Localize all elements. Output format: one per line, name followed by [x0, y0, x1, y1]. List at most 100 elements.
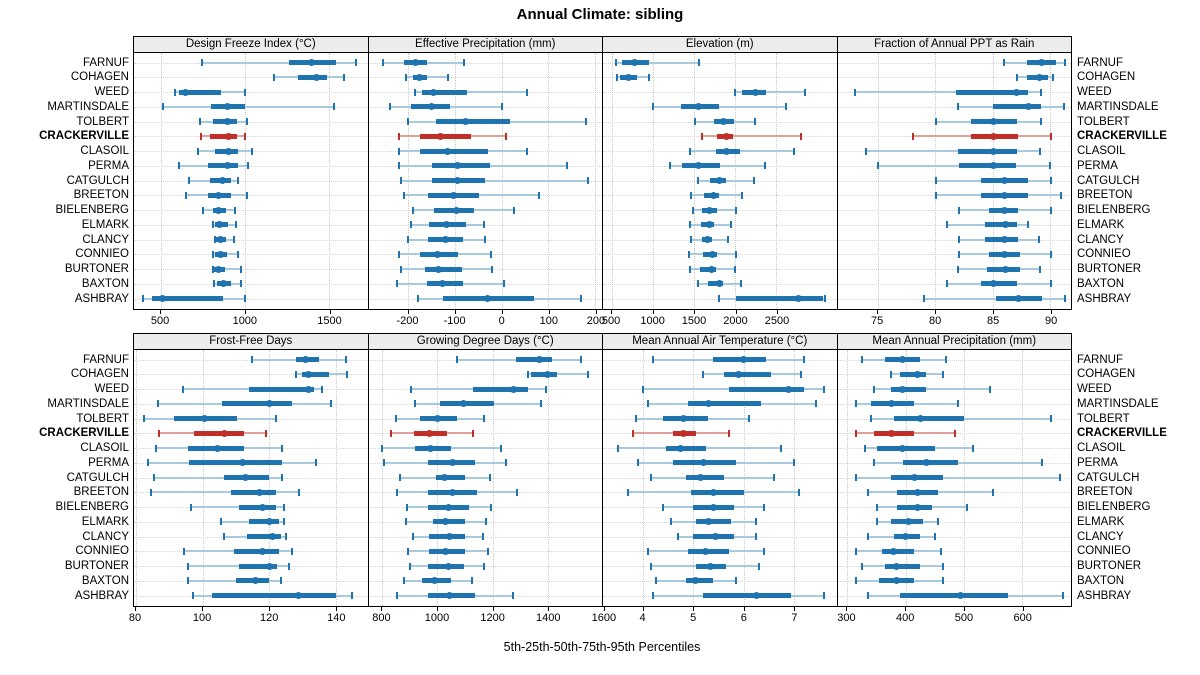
station-label-right-burtoner: BURTONER	[1077, 263, 1142, 275]
range-25-75-clasoil	[665, 445, 706, 451]
station-label-left-connieo: CONNIEO	[75, 545, 129, 558]
tick-mark-1000	[652, 310, 654, 314]
whisker-cap-95th	[945, 356, 948, 363]
range-25-75-weed	[422, 89, 467, 95]
whisker-cap-5th	[957, 103, 960, 111]
station-label-right-perma: PERMA	[1077, 159, 1118, 172]
station-label-left-bielenberg: BIELENBERG	[55, 204, 130, 216]
panel-header-growing-degree-days-c: Growing Degree Days (°C)	[367, 333, 603, 350]
median-dot-baxton	[990, 280, 998, 288]
whisker-5-95-catgulch	[856, 476, 1060, 479]
gridline-row	[837, 566, 1071, 567]
whisker-cap-95th	[989, 385, 992, 393]
whisker-cap-5th	[717, 295, 720, 302]
whisker-cap-95th	[1037, 236, 1040, 243]
whisker-cap-95th	[288, 562, 290, 570]
whisker-cap-95th	[500, 103, 503, 111]
whisker-cap-95th	[487, 547, 490, 555]
whisker-cap-95th	[586, 177, 589, 184]
figure-title: Annual Climate: sibling	[516, 6, 684, 23]
median-dot-cohagen	[305, 370, 313, 378]
whisker-cap-95th	[579, 295, 582, 302]
whisker-cap-95th	[470, 577, 473, 585]
whisker-cap-5th	[146, 459, 149, 467]
median-dot-connieo	[258, 547, 266, 555]
tick-mark-7	[794, 607, 796, 611]
tick-label-85: 85	[986, 315, 1000, 327]
whisker-cap-5th	[416, 295, 419, 302]
median-dot-breeton	[449, 191, 457, 199]
station-label-left-ashbray: ASHBRAY	[74, 589, 129, 602]
median-dot-martinsdale	[704, 400, 712, 408]
station-label-right-baxton: BAXTON	[1077, 574, 1125, 587]
median-dot-connieo	[1000, 250, 1008, 258]
gridline-row	[134, 77, 368, 79]
panel-header-effective-precipitation-mm: Effective Precipitation (mm)	[367, 36, 603, 53]
whisker-cap-95th	[784, 103, 787, 111]
median-dot-baxton	[692, 577, 700, 585]
whisker-cap-95th	[762, 547, 765, 555]
whisker-cap-5th	[662, 503, 665, 511]
station-label-left-crackerville: CRACKERVILLE	[39, 130, 129, 143]
whisker-cap-95th	[942, 370, 945, 378]
whisker-cap-95th	[344, 356, 347, 363]
whisker-cap-95th	[512, 592, 515, 599]
range-25-75-clasoil	[419, 148, 488, 154]
median-dot-weed	[899, 385, 907, 393]
station-label-right-clancy: CLANCY	[1077, 530, 1124, 543]
range-25-75-crackerville	[419, 133, 472, 139]
whisker-cap-95th	[297, 488, 300, 496]
median-dot-crackerville	[990, 132, 998, 140]
whisker-cap-95th	[237, 250, 240, 258]
whisker-cap-95th	[729, 221, 732, 229]
whisker-cap-95th	[233, 206, 236, 214]
whisker-cap-95th	[965, 503, 968, 511]
station-label-right-baxton: BAXTON	[1077, 277, 1125, 290]
range-25-75-weed	[728, 386, 804, 392]
whisker-cap-5th	[876, 162, 879, 170]
station-label-left-clancy: CLANCY	[82, 233, 129, 246]
median-dot-elmark	[442, 518, 450, 526]
tick-label-500: 500	[150, 315, 170, 327]
station-label-left-catgulch: CATGULCH	[66, 174, 129, 187]
tick-mark-100	[548, 310, 550, 314]
whisker-5-95-perma	[873, 461, 1043, 464]
whisker-cap-95th	[772, 474, 775, 481]
gridline-row	[837, 374, 1071, 376]
median-dot-catgulch	[453, 177, 461, 184]
median-dot-weed	[181, 88, 189, 96]
whisker-cap-95th	[1038, 265, 1041, 273]
whisker-cap-95th	[939, 547, 942, 555]
axis-strip-growing-degree-days-c: 800 1000 1200 1400 1600	[368, 607, 616, 629]
range-25-75-crackerville	[194, 430, 245, 436]
median-dot-bielenberg	[453, 206, 461, 214]
median-dot-connieo	[702, 547, 710, 555]
median-dot-ashbray	[1014, 295, 1022, 302]
gridline-row	[134, 359, 368, 361]
gridline-row	[837, 210, 1071, 211]
whisker-cap-95th	[942, 577, 945, 585]
whisker-cap-95th	[762, 503, 765, 511]
median-dot-crackerville	[679, 429, 687, 437]
median-dot-bielenberg	[444, 503, 452, 511]
station-label-right-perma: PERMA	[1077, 456, 1118, 469]
median-dot-clasoil	[899, 444, 907, 452]
whisker-5-95-bielenberg	[190, 506, 284, 508]
median-dot-farnuf	[740, 356, 748, 363]
range-25-75-ashbray	[151, 296, 224, 301]
median-dot-catgulch	[1000, 177, 1008, 184]
whisker-cap-5th	[158, 429, 161, 437]
whisker-cap-95th	[815, 400, 818, 408]
whisker-cap-95th	[239, 265, 242, 273]
median-dot-ashbray	[752, 592, 760, 599]
whisker-cap-5th	[922, 295, 925, 302]
whisker-cap-5th	[162, 103, 165, 111]
whisker-cap-5th	[186, 562, 189, 570]
median-dot-weed	[751, 88, 759, 96]
whisker-cap-5th	[689, 236, 692, 243]
panel-mean-annual-precipitation-mm	[836, 349, 1072, 607]
whisker-cap-95th	[243, 295, 246, 302]
whisker-cap-5th	[213, 236, 216, 243]
whisker-cap-5th	[863, 444, 866, 452]
station-label-right-clasoil: CLASOIL	[1077, 442, 1126, 454]
